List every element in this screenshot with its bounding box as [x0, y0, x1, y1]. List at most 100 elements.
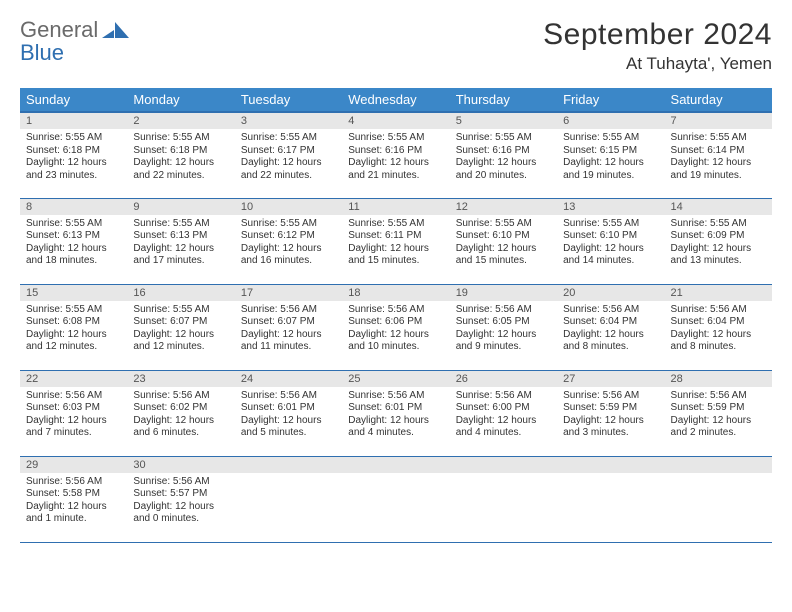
daylight-line: Daylight: 12 hours: [456, 329, 551, 342]
daylight-line-2: and 19 minutes.: [671, 170, 766, 183]
day-details: Sunrise: 5:56 AMSunset: 6:04 PMDaylight:…: [557, 301, 664, 358]
weekday-header: Friday: [557, 88, 664, 112]
calendar-cell: 29Sunrise: 5:56 AMSunset: 5:58 PMDayligh…: [20, 456, 127, 542]
day-number: [557, 457, 664, 473]
calendar-cell: 25Sunrise: 5:56 AMSunset: 6:01 PMDayligh…: [342, 370, 449, 456]
sunset-line: Sunset: 6:10 PM: [563, 230, 658, 243]
sunset-line: Sunset: 6:17 PM: [241, 145, 336, 158]
calendar-cell: 30Sunrise: 5:56 AMSunset: 5:57 PMDayligh…: [127, 456, 234, 542]
day-number: 26: [450, 371, 557, 387]
daylight-line: Daylight: 12 hours: [133, 501, 228, 514]
weekday-header: Thursday: [450, 88, 557, 112]
sunset-line: Sunset: 6:16 PM: [348, 145, 443, 158]
daylight-line-2: and 15 minutes.: [348, 255, 443, 268]
sunset-line: Sunset: 6:13 PM: [133, 230, 228, 243]
day-details: Sunrise: 5:55 AMSunset: 6:18 PMDaylight:…: [127, 129, 234, 186]
daylight-line-2: and 10 minutes.: [348, 341, 443, 354]
sunrise-line: Sunrise: 5:55 AM: [563, 218, 658, 231]
sunrise-line: Sunrise: 5:56 AM: [456, 390, 551, 403]
day-details: Sunrise: 5:55 AMSunset: 6:11 PMDaylight:…: [342, 215, 449, 272]
daylight-line: Daylight: 12 hours: [348, 415, 443, 428]
day-details: Sunrise: 5:56 AMSunset: 6:01 PMDaylight:…: [342, 387, 449, 444]
daylight-line-2: and 19 minutes.: [563, 170, 658, 183]
sunset-line: Sunset: 6:07 PM: [241, 316, 336, 329]
day-number: 27: [557, 371, 664, 387]
day-details: Sunrise: 5:55 AMSunset: 6:14 PMDaylight:…: [665, 129, 772, 186]
day-details: Sunrise: 5:55 AMSunset: 6:07 PMDaylight:…: [127, 301, 234, 358]
day-number: 11: [342, 199, 449, 215]
sunrise-line: Sunrise: 5:55 AM: [26, 218, 121, 231]
day-details: Sunrise: 5:55 AMSunset: 6:16 PMDaylight:…: [450, 129, 557, 186]
calendar-cell: 1Sunrise: 5:55 AMSunset: 6:18 PMDaylight…: [20, 112, 127, 198]
daylight-line: Daylight: 12 hours: [26, 157, 121, 170]
calendar-cell: 17Sunrise: 5:56 AMSunset: 6:07 PMDayligh…: [235, 284, 342, 370]
sunrise-line: Sunrise: 5:55 AM: [671, 132, 766, 145]
daylight-line-2: and 8 minutes.: [563, 341, 658, 354]
day-details: [665, 473, 772, 533]
daylight-line-2: and 9 minutes.: [456, 341, 551, 354]
title-block: September 2024 At Tuhayta', Yemen: [543, 18, 772, 74]
sunrise-line: Sunrise: 5:55 AM: [456, 218, 551, 231]
daylight-line-2: and 22 minutes.: [241, 170, 336, 183]
daylight-line-2: and 5 minutes.: [241, 427, 336, 440]
calendar-cell-empty: [557, 456, 664, 542]
day-details: Sunrise: 5:56 AMSunset: 6:03 PMDaylight:…: [20, 387, 127, 444]
calendar-week-row: 15Sunrise: 5:55 AMSunset: 6:08 PMDayligh…: [20, 284, 772, 370]
day-details: Sunrise: 5:55 AMSunset: 6:12 PMDaylight:…: [235, 215, 342, 272]
day-number: 21: [665, 285, 772, 301]
daylight-line-2: and 20 minutes.: [456, 170, 551, 183]
day-number: 29: [20, 457, 127, 473]
daylight-line: Daylight: 12 hours: [26, 243, 121, 256]
header: General Blue September 2024 At Tuhayta',…: [20, 18, 772, 74]
page-title: September 2024: [543, 18, 772, 52]
weekday-header: Wednesday: [342, 88, 449, 112]
daylight-line-2: and 21 minutes.: [348, 170, 443, 183]
day-details: Sunrise: 5:56 AMSunset: 5:58 PMDaylight:…: [20, 473, 127, 530]
sunset-line: Sunset: 6:12 PM: [241, 230, 336, 243]
day-details: Sunrise: 5:56 AMSunset: 6:06 PMDaylight:…: [342, 301, 449, 358]
day-number: 28: [665, 371, 772, 387]
day-details: Sunrise: 5:56 AMSunset: 6:01 PMDaylight:…: [235, 387, 342, 444]
sunset-line: Sunset: 6:04 PM: [671, 316, 766, 329]
calendar-week-row: 1Sunrise: 5:55 AMSunset: 6:18 PMDaylight…: [20, 112, 772, 198]
day-details: Sunrise: 5:55 AMSunset: 6:09 PMDaylight:…: [665, 215, 772, 272]
calendar-cell: 18Sunrise: 5:56 AMSunset: 6:06 PMDayligh…: [342, 284, 449, 370]
sunset-line: Sunset: 5:57 PM: [133, 488, 228, 501]
sunset-line: Sunset: 6:16 PM: [456, 145, 551, 158]
sunrise-line: Sunrise: 5:56 AM: [348, 304, 443, 317]
calendar-cell: 9Sunrise: 5:55 AMSunset: 6:13 PMDaylight…: [127, 198, 234, 284]
daylight-line: Daylight: 12 hours: [241, 329, 336, 342]
daylight-line-2: and 6 minutes.: [133, 427, 228, 440]
daylight-line-2: and 17 minutes.: [133, 255, 228, 268]
daylight-line: Daylight: 12 hours: [348, 329, 443, 342]
sunrise-line: Sunrise: 5:56 AM: [456, 304, 551, 317]
sunrise-line: Sunrise: 5:55 AM: [133, 132, 228, 145]
calendar-cell: 8Sunrise: 5:55 AMSunset: 6:13 PMDaylight…: [20, 198, 127, 284]
sunrise-line: Sunrise: 5:56 AM: [671, 304, 766, 317]
calendar-cell: 19Sunrise: 5:56 AMSunset: 6:05 PMDayligh…: [450, 284, 557, 370]
sunset-line: Sunset: 6:18 PM: [26, 145, 121, 158]
day-details: Sunrise: 5:55 AMSunset: 6:08 PMDaylight:…: [20, 301, 127, 358]
sunrise-line: Sunrise: 5:55 AM: [241, 132, 336, 145]
calendar-cell: 7Sunrise: 5:55 AMSunset: 6:14 PMDaylight…: [665, 112, 772, 198]
daylight-line-2: and 14 minutes.: [563, 255, 658, 268]
day-number: [450, 457, 557, 473]
daylight-line: Daylight: 12 hours: [26, 501, 121, 514]
day-number: [235, 457, 342, 473]
calendar-table: SundayMondayTuesdayWednesdayThursdayFrid…: [20, 88, 772, 543]
sunset-line: Sunset: 5:58 PM: [26, 488, 121, 501]
daylight-line: Daylight: 12 hours: [671, 415, 766, 428]
daylight-line: Daylight: 12 hours: [133, 243, 228, 256]
sunset-line: Sunset: 6:06 PM: [348, 316, 443, 329]
brand-word-2: Blue: [20, 40, 64, 65]
daylight-line: Daylight: 12 hours: [133, 415, 228, 428]
sunset-line: Sunset: 6:13 PM: [26, 230, 121, 243]
calendar-cell: 5Sunrise: 5:55 AMSunset: 6:16 PMDaylight…: [450, 112, 557, 198]
daylight-line: Daylight: 12 hours: [133, 157, 228, 170]
day-details: Sunrise: 5:55 AMSunset: 6:10 PMDaylight:…: [557, 215, 664, 272]
day-details: [557, 473, 664, 533]
day-number: 6: [557, 113, 664, 129]
calendar-page: General Blue September 2024 At Tuhayta',…: [0, 0, 792, 563]
calendar-cell-empty: [450, 456, 557, 542]
sunset-line: Sunset: 6:14 PM: [671, 145, 766, 158]
